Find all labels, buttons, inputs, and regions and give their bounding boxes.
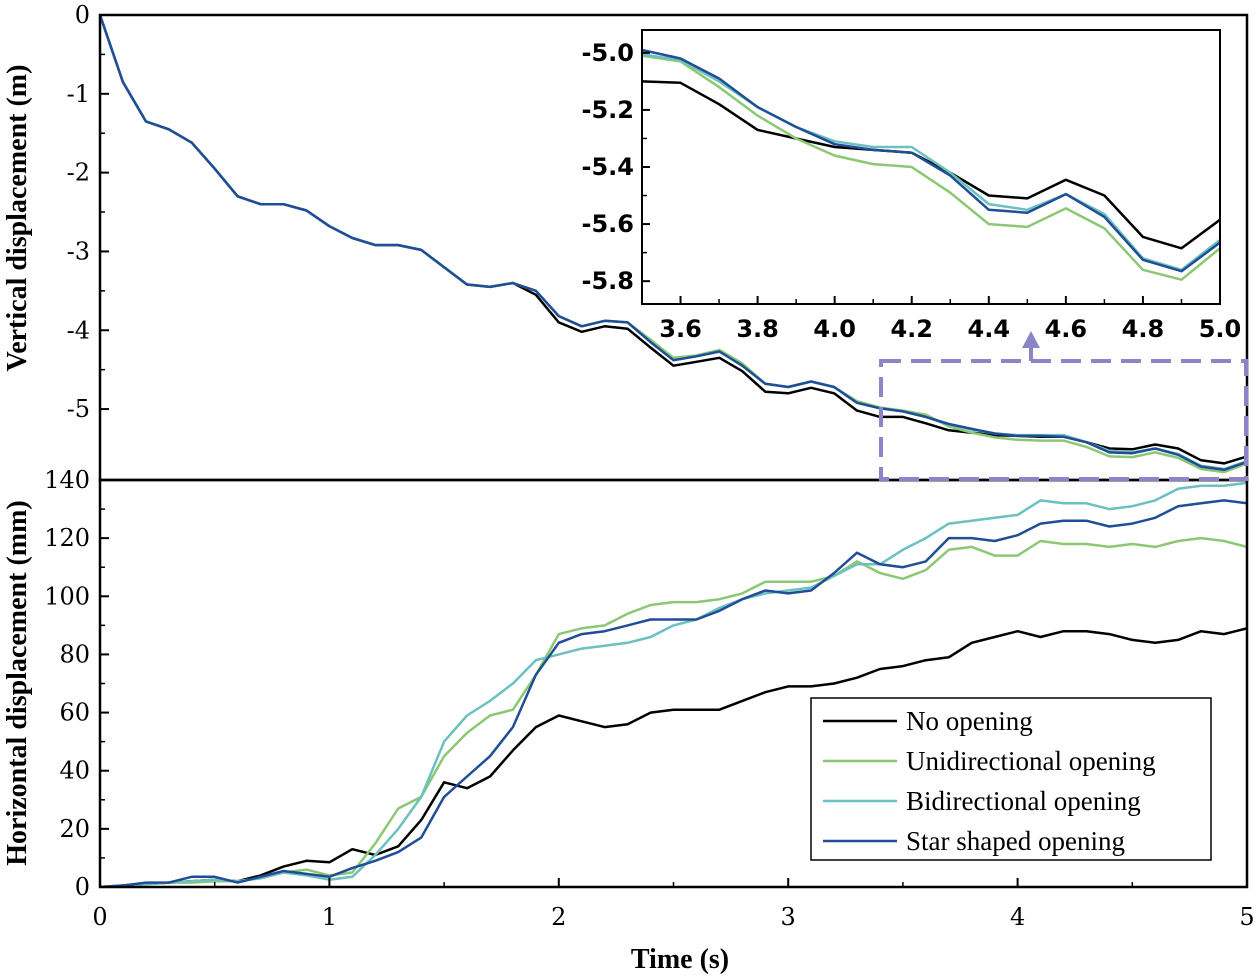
chart-legend: No opening Unidirectional opening Bidire… xyxy=(810,697,1212,861)
vertical-ytick-label: 0 xyxy=(75,1,90,29)
horizontal-series-lines xyxy=(100,481,1247,887)
zoom-region-box xyxy=(879,359,1248,481)
legend-label-no-opening: No opening xyxy=(906,706,1033,736)
horizontal-series-bidirectional-opening xyxy=(100,481,1247,887)
vertical-ytick-label: -1 xyxy=(67,80,90,108)
inset-background xyxy=(642,30,1220,304)
horizontal-ytick-label: 80 xyxy=(59,640,90,668)
legend-entry-bidirectional-opening: Bidirectional opening xyxy=(823,786,1141,816)
time-xtick-label: 2 xyxy=(551,903,566,931)
vertical-ytick-label: -4 xyxy=(67,316,90,344)
inset-xtick-label: 4.2 xyxy=(890,315,933,343)
inset-ytick-label: -5.4 xyxy=(582,153,634,181)
horizontal-y-axis-title: Horizontal displacement (mm) xyxy=(2,500,33,866)
vertical-ytick-label: -2 xyxy=(67,159,90,187)
horizontal-series-star-shaped-opening xyxy=(100,499,1247,887)
inset-xtick-label: 4.8 xyxy=(1122,315,1165,343)
inset-series-star-shaped-opening xyxy=(642,48,1220,273)
legend-entry-unidirectional-opening: Unidirectional opening xyxy=(823,746,1156,776)
legend-label-bidirectional-opening: Bidirectional opening xyxy=(906,786,1141,816)
inset-xtick-label: 5.0 xyxy=(1199,315,1242,343)
time-xtick-label: 1 xyxy=(322,903,337,931)
horizontal-series-no-opening xyxy=(100,627,1247,887)
horizontal-y-axis-ticks: 0 20 40 60 80 100 120 140 xyxy=(44,466,109,901)
legend-label-star-shaped-opening: Star shaped opening xyxy=(906,826,1125,856)
inset-ytick-label: -5.6 xyxy=(582,210,634,238)
horizontal-plot-frame xyxy=(98,478,1249,889)
inset-ytick-label: -5.8 xyxy=(582,267,634,295)
inset-series-unidirectional-opening xyxy=(642,54,1220,281)
time-x-axis-ticks: 0 1 2 3 4 5 xyxy=(92,878,1255,931)
horizontal-ytick-label: 20 xyxy=(59,815,90,843)
horizontal-ytick-label: 100 xyxy=(44,582,90,610)
time-xtick-label: 4 xyxy=(1010,903,1025,931)
horizontal-ytick-label: 140 xyxy=(44,466,90,494)
inset-xtick-label: 3.8 xyxy=(736,315,779,343)
horizontal-displacement-panel: 0 20 40 60 80 100 120 140 0 1 2 3 4 5 Horizontal dis… xyxy=(2,466,1255,975)
horizontal-ytick-label: 0 xyxy=(75,873,90,901)
vertical-ytick-label: -5 xyxy=(67,395,90,423)
horizontal-ytick-label: 60 xyxy=(59,699,90,727)
inset-series-lines xyxy=(642,48,1220,281)
time-x-axis-title: Time (s) xyxy=(631,944,729,975)
inset-xtick-label: 4.4 xyxy=(968,315,1011,343)
horizontal-ytick-label: 40 xyxy=(59,757,90,785)
time-xtick-label: 3 xyxy=(781,903,796,931)
inset-ytick-label: -5.2 xyxy=(582,96,634,124)
inset-x-axis-ticks: 3.6 3.8 4.0 4.2 4.4 4.6 4.8 5.0 xyxy=(641,296,1242,343)
inset-xtick-label: 3.6 xyxy=(659,315,702,343)
inset-xtick-label: 4.0 xyxy=(813,315,856,343)
legend-frame xyxy=(810,697,1212,861)
zoom-arrow-head xyxy=(1022,331,1040,348)
legend-entry-star-shaped-opening: Star shaped opening xyxy=(823,826,1125,856)
horizontal-ytick-label: 120 xyxy=(44,524,90,552)
time-xtick-label: 5 xyxy=(1239,903,1254,931)
inset-xtick-label: 4.6 xyxy=(1045,315,1088,343)
inset-zoom-chart: -5.0 -5.2 -5.4 -5.6 -5.8 3.6 3.8 4.0 4.2 4.4 4.6 4… xyxy=(582,29,1242,343)
legend-entry-no-opening: No opening xyxy=(823,706,1033,736)
inset-ytick-label: -5.0 xyxy=(582,39,634,67)
legend-label-unidirectional-opening: Unidirectional opening xyxy=(906,746,1156,776)
vertical-y-axis-title: Vertical displacement (m) xyxy=(2,65,33,372)
inset-y-axis-ticks: -5.0 -5.2 -5.4 -5.6 -5.8 xyxy=(582,39,650,295)
vertical-displacement-panel: 0 -1 -2 -3 -4 -5 Vertical displacement (m) xyxy=(2,1,1247,474)
vertical-series-star-shaped-opening xyxy=(100,15,1247,472)
vertical-series-lines xyxy=(100,15,1247,474)
time-xtick-label: 0 xyxy=(92,903,107,931)
vertical-ytick-label: -3 xyxy=(67,237,90,265)
vertical-y-axis-ticks: 0 -1 -2 -3 -4 -5 xyxy=(67,1,109,423)
